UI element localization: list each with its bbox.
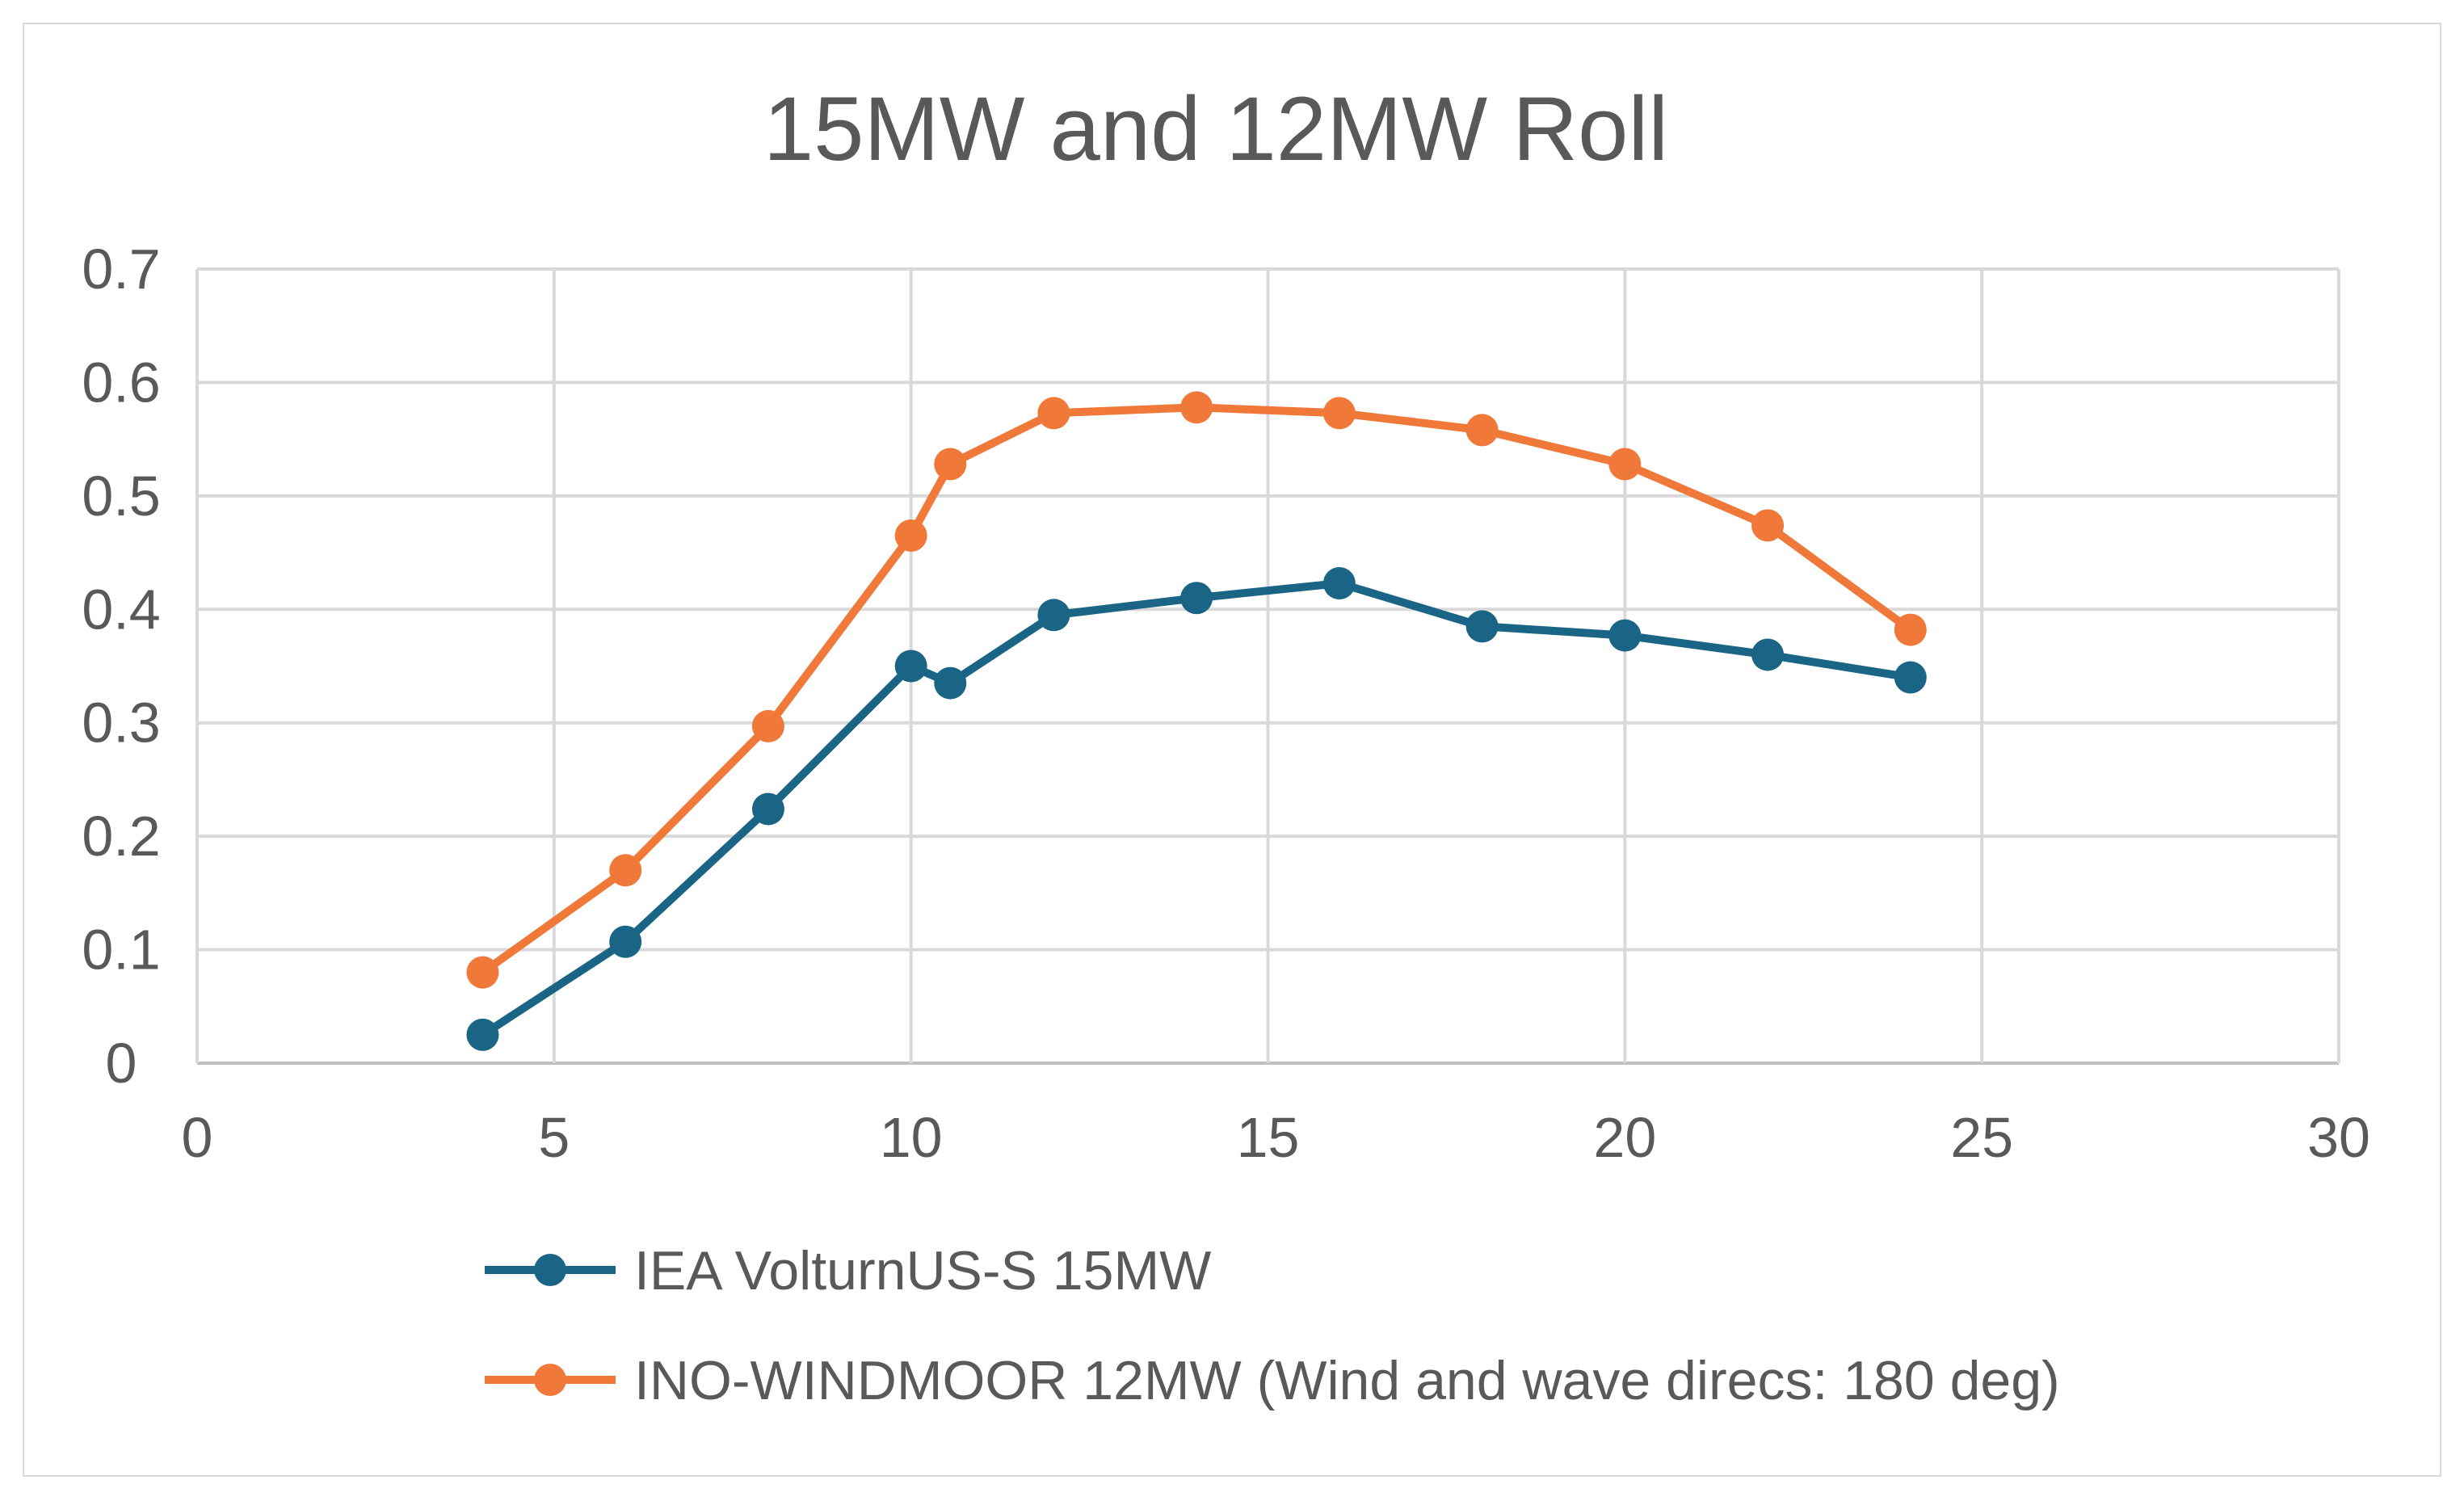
data-point — [934, 448, 967, 481]
y-tick-label: 0.7 — [82, 238, 160, 301]
y-tick-label: 0.4 — [82, 578, 160, 641]
legend: IEA VolturnUS-S 15MW INO-WINDMOOR 12MW (W… — [485, 1240, 2060, 1411]
data-point — [1180, 582, 1213, 615]
y-axis-ticks: 0 0.1 0.2 0.3 0.4 0.5 0.6 0.7 — [82, 238, 160, 1095]
x-tick-label: 15 — [1237, 1106, 1300, 1169]
legend-label: INO-WINDMOOR 12MW (Wind and wave direcs:… — [634, 1350, 2060, 1411]
data-point — [1894, 661, 1927, 694]
chart-frame — [23, 23, 2441, 1477]
data-point — [1322, 566, 1356, 599]
y-tick-label: 0.5 — [82, 465, 160, 528]
data-point — [894, 650, 927, 683]
legend-swatch-marker — [534, 1254, 566, 1286]
x-tick-label: 20 — [1593, 1106, 1656, 1169]
chart-title: 15MW and 12MW Roll — [763, 78, 1668, 179]
data-point — [1180, 391, 1213, 424]
data-point — [466, 956, 499, 989]
legend-item-2: INO-WINDMOOR 12MW (Wind and wave direcs:… — [485, 1350, 2060, 1411]
data-point — [1465, 414, 1499, 447]
series-group — [466, 391, 1927, 1051]
series-line — [480, 579, 1911, 1039]
y-tick-label: 0.1 — [82, 919, 160, 982]
x-axis-ticks: 0 5 10 15 20 25 30 — [182, 1106, 2370, 1169]
y-tick-label: 0.2 — [82, 805, 160, 868]
y-tick-label: 0 — [106, 1032, 137, 1095]
x-tick-label: 5 — [538, 1106, 570, 1169]
data-point — [1608, 619, 1642, 652]
series-1 — [466, 566, 1927, 1051]
data-point — [1751, 638, 1785, 671]
data-point — [1608, 448, 1642, 481]
data-point — [751, 709, 784, 742]
data-point — [609, 854, 642, 887]
legend-label: IEA VolturnUS-S 15MW — [634, 1240, 1211, 1301]
x-tick-label: 10 — [880, 1106, 943, 1169]
data-point — [1465, 610, 1499, 643]
y-tick-label: 0.3 — [82, 692, 160, 755]
data-point — [934, 666, 967, 700]
data-point — [1322, 397, 1356, 430]
x-tick-label: 25 — [1950, 1106, 2013, 1169]
data-point — [1894, 613, 1927, 646]
data-point — [609, 925, 642, 958]
y-tick-label: 0.6 — [82, 351, 160, 414]
data-point — [894, 519, 927, 553]
x-tick-label: 30 — [2307, 1106, 2370, 1169]
x-tick-label: 0 — [182, 1106, 213, 1169]
series-2 — [466, 391, 1927, 989]
gridlines — [196, 267, 2340, 1065]
data-point — [1751, 509, 1785, 542]
data-point — [1037, 599, 1070, 632]
data-point — [751, 793, 784, 826]
series-line — [480, 403, 1913, 976]
data-point — [1037, 397, 1070, 430]
legend-swatch-marker — [534, 1364, 566, 1396]
data-point — [466, 1018, 499, 1051]
legend-item-1: IEA VolturnUS-S 15MW — [485, 1240, 1211, 1301]
